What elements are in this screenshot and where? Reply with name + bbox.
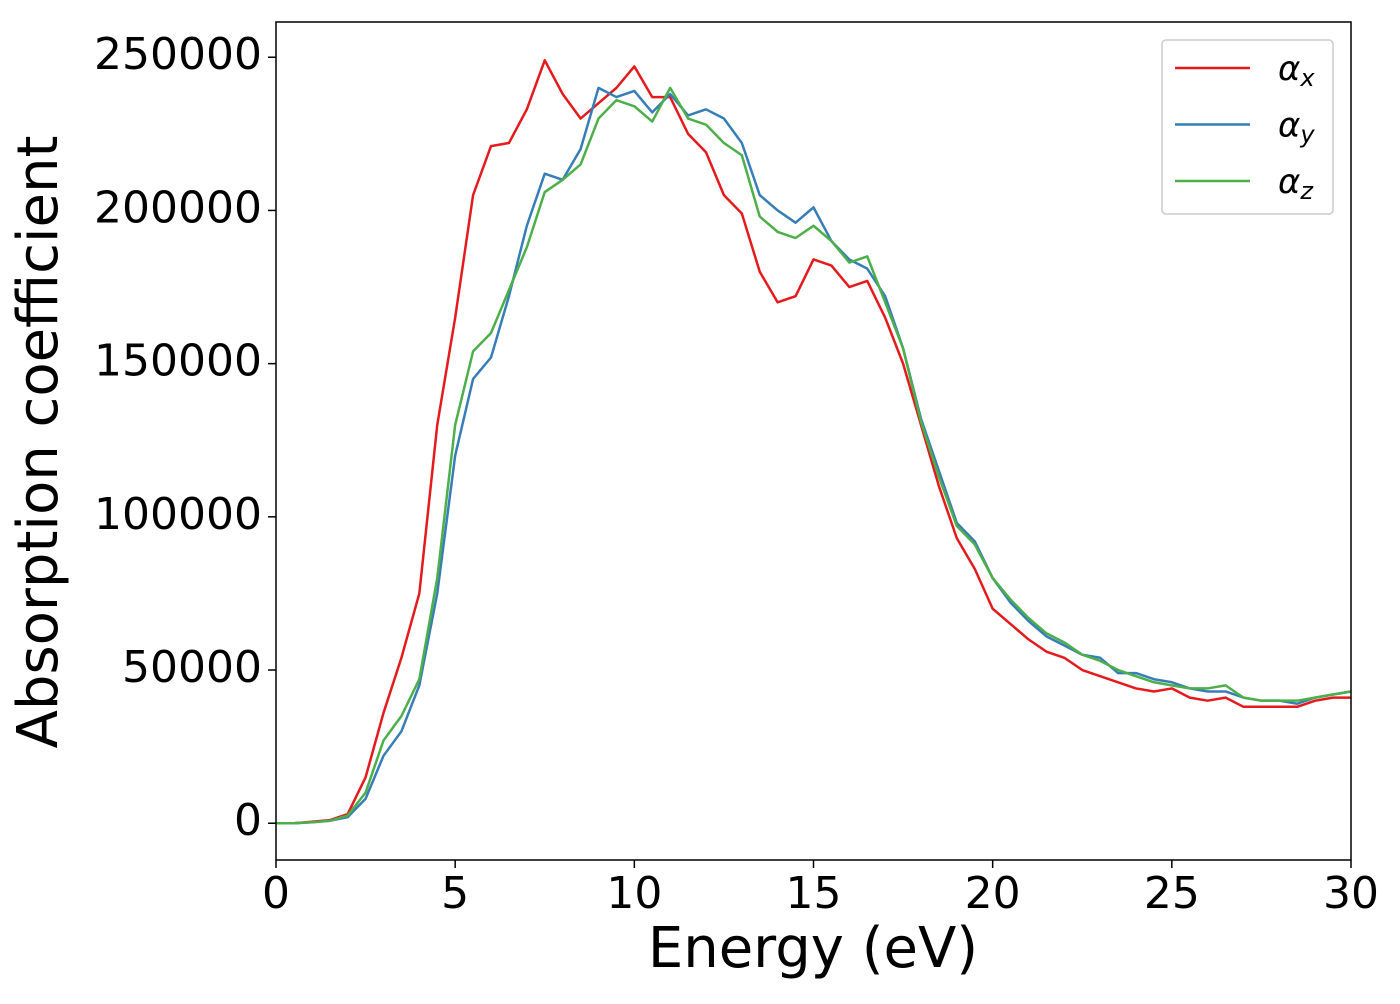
x-tick-label: 30 <box>1323 868 1379 919</box>
x-tick-label: 5 <box>441 868 469 919</box>
x-tick-label: 15 <box>786 868 842 919</box>
data-line <box>276 59 1351 825</box>
y-axis-label: Absorption coefficient <box>6 136 71 749</box>
y-tick-label: 250000 <box>94 29 262 80</box>
y-tick-label: 150000 <box>94 336 262 387</box>
x-tick-label: 10 <box>606 868 662 919</box>
plot-frame <box>275 21 1352 861</box>
x-axis-label: Energy (eV) <box>648 916 978 981</box>
y-tick-label: 100000 <box>94 489 262 540</box>
legend-label: αx <box>1278 49 1315 92</box>
legend-box <box>1161 39 1334 215</box>
y-tick-label: 50000 <box>122 642 262 693</box>
data-line <box>276 86 1352 825</box>
legend-label: αy <box>1278 106 1315 149</box>
data-line <box>276 86 1352 825</box>
y-tick-label: 200000 <box>94 182 262 233</box>
legend-label: αz <box>1278 162 1314 205</box>
x-tick-label: 20 <box>965 868 1021 919</box>
x-tick-label: 25 <box>1144 868 1200 919</box>
y-tick-label: 0 <box>234 795 262 846</box>
x-tick-label: 0 <box>262 868 290 919</box>
